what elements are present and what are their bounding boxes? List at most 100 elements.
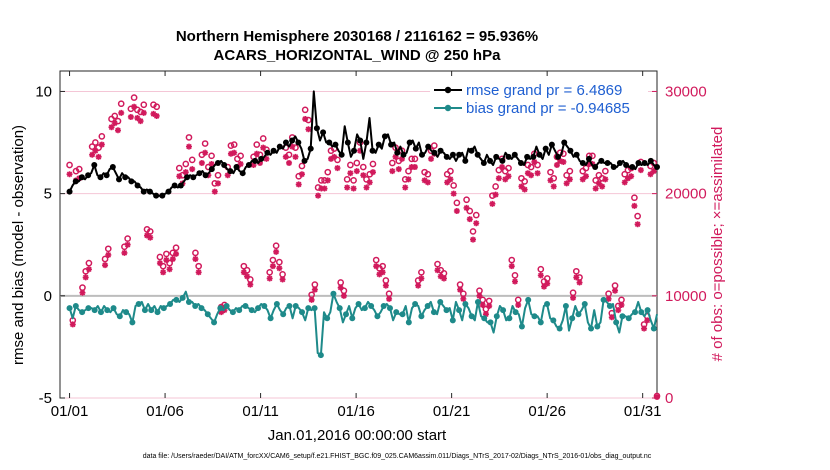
possible-obs-marker [514, 296, 522, 304]
assimilated-obs-marker [557, 157, 564, 164]
bias-point [167, 300, 174, 307]
assimilated-obs-marker [137, 118, 144, 125]
bias-point [104, 307, 111, 314]
possible-obs-marker [276, 258, 283, 266]
rmse-point [654, 164, 660, 171]
possible-obs-marker [195, 262, 203, 270]
assimilated-obs-marker [524, 170, 531, 177]
assimilated-obs-marker [315, 192, 322, 199]
possible-obs-marker [104, 245, 112, 253]
y-tick-label: 5 [44, 186, 52, 203]
bias-point [412, 300, 419, 307]
possible-obs-marker [163, 250, 170, 258]
assimilated-obs-marker [250, 162, 257, 169]
assimilated-obs-marker [237, 160, 244, 167]
assimilated-obs-marker [173, 250, 180, 257]
assimilated-obs-marker [189, 166, 196, 173]
rmse-point [252, 157, 259, 164]
rmse-point [221, 162, 228, 169]
bias-point [449, 317, 456, 324]
bias-point [110, 305, 117, 312]
possible-obs-marker [350, 176, 357, 184]
possible-obs-marker [453, 199, 461, 207]
assimilated-obs-marker [440, 275, 447, 282]
rmse-point [480, 159, 487, 166]
rmse-point [530, 153, 537, 160]
rmse-point [499, 157, 506, 164]
assimilated-obs-marker [240, 269, 247, 276]
assimilated-obs-marker [108, 124, 115, 131]
assimilated-obs-marker [637, 167, 644, 174]
possible-obs-marker [566, 167, 574, 175]
bias-point [273, 300, 280, 307]
assimilated-obs-marker [169, 256, 176, 263]
bias-point [531, 313, 538, 320]
assimilated-obs-marker [114, 127, 121, 134]
rmse-point [78, 174, 85, 181]
bias-point [355, 300, 362, 307]
rmse-point [635, 159, 642, 166]
series-lines [66, 90, 660, 359]
possible-obs-marker [388, 159, 396, 167]
y-tick-label: -5 [39, 390, 52, 407]
assimilated-obs-marker [124, 241, 131, 248]
bias-point [97, 309, 104, 316]
assimilated-obs-marker [273, 248, 280, 255]
x-tick-label: 01/21 [433, 403, 471, 420]
rmse-point [375, 141, 382, 148]
bias-point [569, 315, 576, 322]
assimilated-obs-marker [505, 173, 512, 180]
rmse-point [295, 139, 302, 146]
y2-axis-label: # of obs: o=possible; ×=assimilated [709, 127, 726, 362]
rmse-point [146, 188, 153, 195]
assimilated-obs-marker [127, 113, 134, 120]
assimilated-obs-marker [105, 251, 112, 258]
assimilated-obs-marker [289, 143, 296, 150]
assimilated-obs-marker [599, 183, 606, 190]
possible-obs-marker [534, 161, 541, 169]
assimilated-obs-marker [541, 283, 548, 290]
rmse-point [419, 151, 426, 158]
assimilated-obs-marker [334, 165, 341, 172]
bias-point [342, 311, 349, 318]
possible-obs-marker [547, 168, 554, 176]
possible-obs-marker [411, 155, 419, 163]
bias-point [374, 313, 381, 320]
assimilated-obs-marker [447, 176, 454, 183]
assimilated-obs-marker [211, 188, 218, 195]
rmse-point [542, 145, 549, 152]
y-axis-label: rmse and bias (model - observation) [10, 125, 27, 365]
rmse-point [214, 159, 221, 166]
bias-point [556, 325, 563, 332]
assimilated-obs-marker [89, 151, 96, 158]
bias-point [160, 305, 167, 312]
bias-point [600, 296, 607, 303]
rmse-point [103, 172, 110, 179]
possible-obs-marker [521, 178, 529, 185]
bias-point [261, 303, 268, 310]
possible-obs-marker [253, 141, 261, 148]
bias-point [292, 303, 299, 310]
possible-obs-marker [472, 211, 480, 219]
possible-obs-marker [240, 262, 248, 270]
rmse-point [474, 151, 481, 158]
legend-rmse-marker [444, 86, 452, 94]
possible-obs-marker [269, 256, 277, 264]
bias-point [116, 313, 123, 320]
assimilated-obs-marker [282, 153, 289, 160]
bias-point [154, 309, 161, 316]
assimilated-obs-marker [579, 176, 586, 183]
possible-obs-marker [589, 152, 596, 160]
possible-obs-marker [201, 140, 209, 147]
possible-obs-marker [508, 256, 516, 264]
rmse-point [369, 147, 376, 154]
bias-point [650, 325, 657, 332]
possible-obs-marker [369, 160, 377, 168]
possible-obs-marker [372, 256, 380, 264]
bias-point [443, 307, 450, 314]
rmse-point [276, 143, 283, 150]
assimilated-obs-marker [260, 144, 267, 151]
bias-point [299, 309, 306, 316]
assimilated-obs-marker [382, 282, 389, 289]
bias-point [544, 300, 551, 307]
